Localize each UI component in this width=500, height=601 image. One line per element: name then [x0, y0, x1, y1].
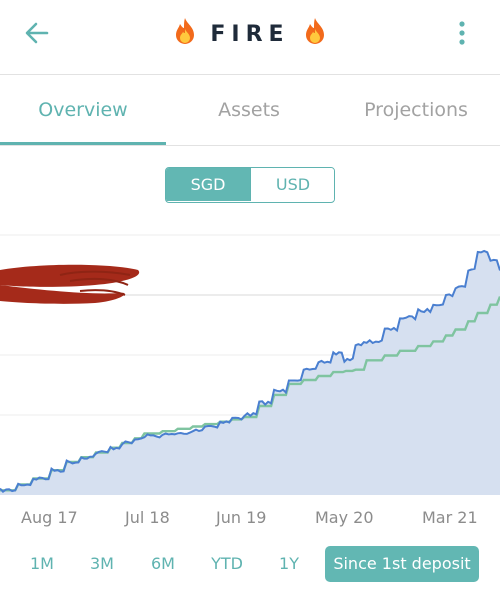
range-since-first-deposit-button[interactable]: Since 1st deposit	[325, 546, 479, 582]
redaction-scribble	[0, 264, 140, 304]
portfolio-chart[interactable]	[0, 215, 500, 505]
x-tick-label: Jul 18	[125, 508, 170, 527]
tabs-divider	[0, 145, 500, 146]
currency-sgd-button[interactable]: SGD	[166, 168, 250, 201]
range-1y-button[interactable]: 1Y	[279, 554, 299, 573]
more-vertical-icon[interactable]	[452, 20, 472, 46]
currency-usd-button[interactable]: USD	[250, 168, 334, 201]
tab-overview[interactable]: Overview	[38, 99, 128, 121]
range-6m-button[interactable]: 6M	[151, 554, 175, 573]
tab-bar: Overview Assets Projections	[0, 75, 500, 145]
fire-icon	[306, 18, 325, 44]
arrow-left-icon[interactable]	[22, 18, 52, 48]
tab-projections[interactable]: Projections	[364, 99, 468, 121]
fire-icon	[175, 18, 194, 44]
x-tick-label: Jun 19	[216, 508, 267, 527]
range-3m-button[interactable]: 3M	[90, 554, 114, 573]
x-tick-label: May 20	[315, 508, 374, 527]
value-line	[0, 249, 500, 494]
tab-assets[interactable]: Assets	[218, 99, 280, 121]
range-ytd-button[interactable]: YTD	[211, 554, 243, 573]
x-axis-labels: Aug 17 Jul 18 Jun 19 May 20 Mar 21	[0, 508, 500, 530]
appbar-divider	[0, 74, 500, 75]
currency-toggle: SGD USD	[165, 167, 335, 203]
range-1m-button[interactable]: 1M	[30, 554, 54, 573]
app-bar: FIRE	[0, 0, 500, 74]
x-tick-label: Aug 17	[21, 508, 78, 527]
tab-indicator	[0, 142, 166, 145]
app-title: FIRE	[0, 17, 500, 47]
value-area	[0, 251, 500, 495]
x-tick-label: Mar 21	[422, 508, 478, 527]
time-range-selector: 1M 3M 6M YTD 1Y Since 1st deposit	[0, 546, 500, 584]
app-title-text: FIRE	[210, 22, 290, 47]
